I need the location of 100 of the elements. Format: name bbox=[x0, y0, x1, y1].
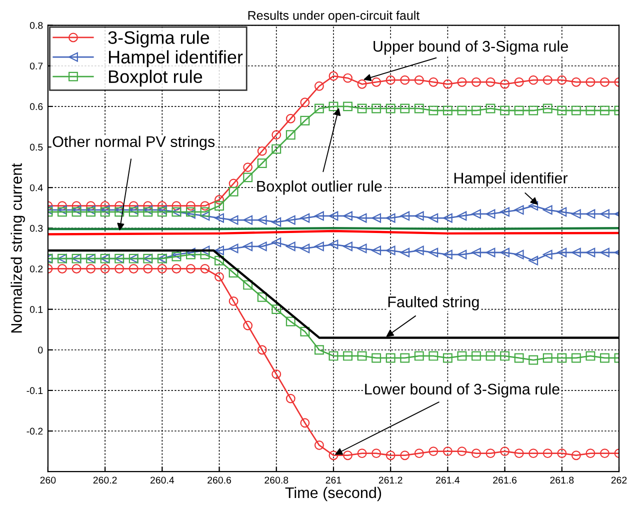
point bbox=[528, 201, 538, 211]
annotation: Other normal PV strings bbox=[52, 136, 215, 150]
point bbox=[58, 207, 67, 217]
point bbox=[542, 104, 552, 114]
point bbox=[314, 440, 324, 450]
point bbox=[228, 244, 238, 254]
point bbox=[357, 104, 367, 114]
point bbox=[386, 104, 396, 114]
point bbox=[243, 162, 253, 172]
point bbox=[414, 104, 424, 114]
annotation: Lower bound of 3-Sigma rule bbox=[365, 383, 560, 398]
point bbox=[414, 448, 424, 458]
point bbox=[257, 292, 267, 302]
point bbox=[457, 446, 467, 456]
point bbox=[414, 246, 424, 256]
point bbox=[272, 304, 282, 314]
point bbox=[472, 448, 481, 458]
point bbox=[486, 351, 496, 361]
point bbox=[486, 104, 496, 114]
point bbox=[343, 73, 352, 83]
point bbox=[243, 242, 253, 252]
point bbox=[557, 75, 567, 85]
point bbox=[257, 215, 267, 225]
point bbox=[272, 370, 282, 379]
point bbox=[414, 351, 424, 361]
point bbox=[314, 242, 324, 252]
point bbox=[557, 448, 567, 458]
point bbox=[314, 211, 324, 221]
point bbox=[500, 248, 510, 258]
point bbox=[386, 213, 396, 223]
point bbox=[300, 116, 310, 126]
x-tick-label: 260.6 bbox=[208, 476, 232, 484]
point bbox=[571, 106, 581, 116]
point bbox=[442, 79, 452, 89]
point bbox=[300, 326, 310, 336]
point bbox=[386, 450, 396, 460]
point bbox=[372, 213, 382, 223]
point bbox=[100, 264, 110, 274]
point bbox=[486, 248, 496, 258]
point bbox=[200, 264, 210, 274]
point bbox=[500, 351, 510, 361]
point bbox=[472, 77, 481, 87]
point bbox=[272, 144, 282, 154]
point bbox=[514, 448, 524, 458]
point bbox=[528, 75, 538, 85]
point bbox=[58, 264, 67, 274]
annotation: Boxplot outlier rule bbox=[257, 180, 382, 195]
point bbox=[472, 351, 481, 361]
point bbox=[328, 211, 338, 221]
point bbox=[228, 296, 238, 306]
point bbox=[557, 248, 567, 258]
legend-label: Hampel identifier bbox=[109, 50, 243, 68]
point bbox=[586, 351, 596, 361]
x-tick-label: 262 bbox=[611, 476, 627, 484]
annotation: Faulted string bbox=[388, 296, 479, 310]
point bbox=[157, 201, 167, 211]
point bbox=[514, 106, 524, 116]
point bbox=[500, 79, 510, 89]
point bbox=[157, 264, 167, 274]
point bbox=[300, 98, 310, 108]
point bbox=[514, 77, 524, 87]
point bbox=[542, 250, 552, 260]
x-axis-title: Time (second) bbox=[285, 486, 382, 502]
point bbox=[542, 353, 552, 363]
point bbox=[257, 146, 267, 156]
point bbox=[571, 209, 581, 219]
point bbox=[472, 248, 481, 258]
point bbox=[500, 446, 510, 456]
point bbox=[300, 213, 310, 223]
point bbox=[528, 106, 538, 116]
point bbox=[400, 450, 410, 460]
point bbox=[72, 264, 82, 274]
y-tick-label: -0.1 bbox=[26, 387, 43, 394]
point bbox=[228, 178, 238, 188]
point bbox=[514, 353, 524, 363]
point bbox=[372, 448, 382, 458]
point bbox=[457, 77, 467, 87]
y-tick-label: 0.1 bbox=[30, 306, 43, 313]
point bbox=[400, 248, 410, 258]
point bbox=[314, 104, 324, 114]
point bbox=[328, 351, 338, 361]
point bbox=[300, 418, 310, 428]
y-tick-label: 0.8 bbox=[30, 22, 43, 29]
point bbox=[442, 106, 452, 116]
point bbox=[343, 211, 352, 221]
point bbox=[600, 77, 610, 87]
point bbox=[200, 211, 210, 221]
point bbox=[214, 272, 224, 282]
point bbox=[528, 355, 538, 365]
point bbox=[414, 211, 424, 221]
point bbox=[442, 446, 452, 456]
point bbox=[442, 250, 452, 260]
point bbox=[257, 158, 267, 168]
point bbox=[571, 77, 581, 87]
y-tick-label: 0.2 bbox=[30, 265, 43, 272]
y-tick-label: 0 bbox=[38, 346, 43, 354]
point bbox=[428, 106, 438, 116]
point bbox=[186, 207, 196, 217]
legend-label: 3-Sigma rule bbox=[108, 30, 210, 48]
point bbox=[200, 201, 210, 211]
